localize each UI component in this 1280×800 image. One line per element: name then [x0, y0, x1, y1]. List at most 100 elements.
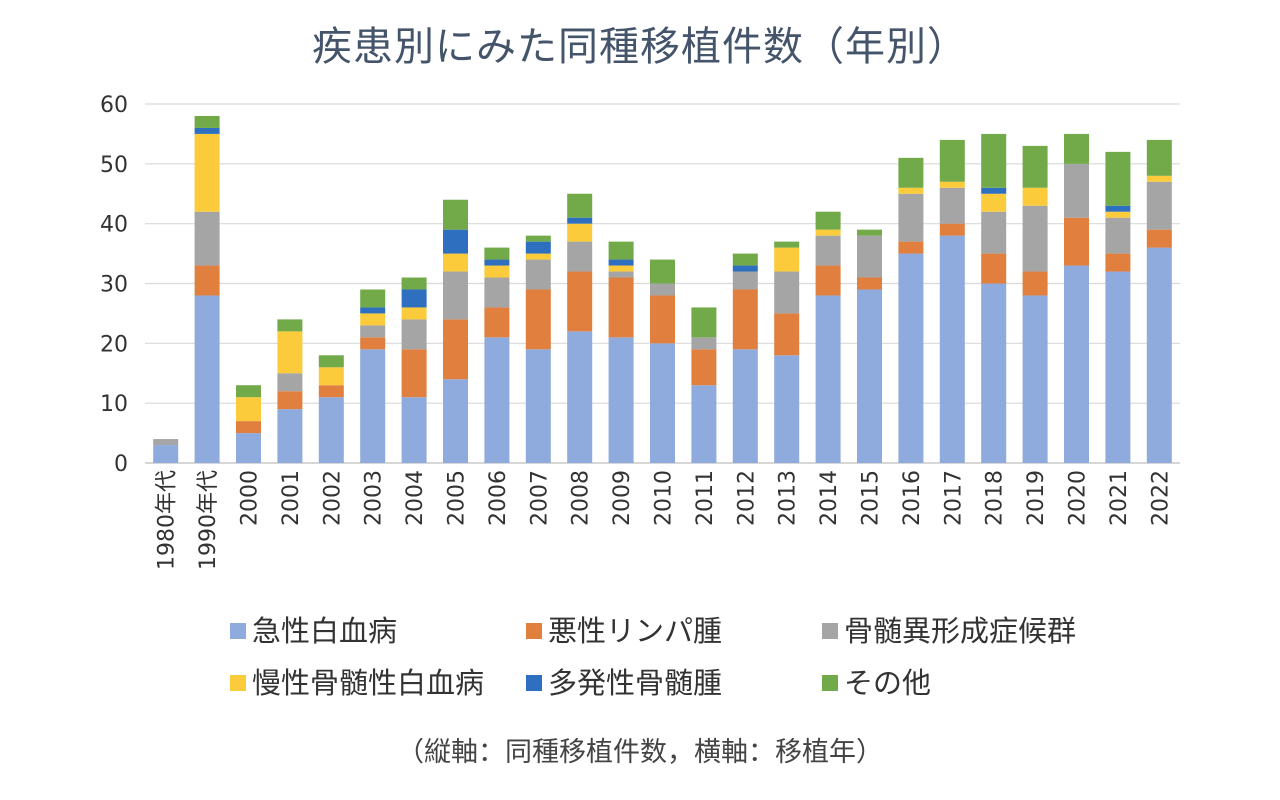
bar-segment [236, 421, 261, 434]
bar-segment [360, 313, 386, 326]
bar-segment [567, 223, 593, 242]
bar-segment [981, 133, 1007, 188]
legend-label: 悪性リンパ腫 [548, 614, 722, 648]
x-tick-label: 2006 [486, 470, 511, 526]
x-tick-label: 2010 [652, 470, 677, 526]
x-tick-label: 2019 [1024, 470, 1049, 526]
bar-segment [1105, 271, 1131, 463]
bar-segment [443, 271, 468, 320]
bar-segment [650, 283, 675, 296]
bar-segment [857, 235, 882, 278]
bar-segment [443, 379, 468, 463]
bar-segment [401, 349, 427, 398]
bar-segment [774, 247, 800, 272]
bar-segment [1022, 145, 1048, 188]
bar-segment [1146, 247, 1172, 463]
bar-segment [1064, 163, 1089, 218]
bar-segment [981, 211, 1007, 254]
legend-swatch [230, 623, 246, 639]
legend-label: 多発性骨髄腫 [548, 666, 722, 700]
legend-swatch [230, 675, 246, 691]
bar-segment [608, 259, 634, 266]
bar-segment [857, 229, 882, 236]
legend-swatch [822, 623, 838, 639]
bar-segment [1022, 271, 1048, 296]
x-tick-label: 2017 [941, 470, 966, 526]
bar-segment [1105, 217, 1131, 254]
bar-segment [401, 277, 427, 290]
chart-caption: （縦軸：同種移植件数，横軸：移植年） [397, 737, 883, 768]
bar-segment [650, 295, 675, 344]
bar-segment [1146, 181, 1172, 230]
bar-segment [484, 265, 510, 278]
bars [153, 115, 1172, 463]
bar-segment [1105, 253, 1131, 272]
bar-segment [732, 289, 758, 350]
bar-segment [898, 187, 924, 194]
bar-segment [608, 337, 634, 463]
bar-segment [815, 295, 841, 463]
y-tick-label: 30 [100, 273, 128, 298]
bar-segment [774, 313, 800, 356]
bar-segment [567, 193, 593, 218]
bar-segment [898, 157, 924, 188]
bar-segment [360, 337, 386, 350]
bar-segment [691, 307, 717, 338]
bar-segment [857, 289, 882, 463]
bar-segment [401, 319, 427, 350]
bar-segment [484, 307, 510, 338]
bar-segment [774, 355, 800, 463]
bar-segment [1146, 229, 1172, 248]
bar-segment [277, 391, 303, 410]
bar-segment [484, 277, 510, 308]
bar-segment [1105, 205, 1131, 212]
y-tick-label: 50 [100, 153, 128, 178]
x-tick-label: 2008 [569, 470, 594, 526]
y-tick-label: 40 [100, 213, 128, 238]
bar-segment [525, 349, 551, 463]
bar-segment [815, 265, 841, 296]
bar-segment [898, 253, 924, 463]
bar-segment [277, 331, 303, 374]
bar-segment [608, 277, 634, 338]
bar-segment [732, 271, 758, 290]
legend-label: 骨髄異形成症候群 [844, 614, 1076, 648]
bar-segment [981, 283, 1007, 463]
x-tick-label: 2007 [527, 470, 552, 526]
bar-segment [194, 295, 220, 463]
bar-segment [401, 289, 427, 308]
legend-swatch [526, 623, 542, 639]
bar-segment [318, 367, 344, 386]
bar-segment [194, 127, 220, 134]
bar-segment [691, 385, 717, 463]
bar-segment [774, 271, 800, 314]
bar-segment [236, 433, 261, 463]
bar-segment [443, 253, 468, 272]
bar-segment [194, 133, 220, 212]
bar-segment [567, 241, 593, 272]
bar-segment [898, 241, 924, 254]
bar-segment [567, 331, 593, 463]
bar-segment [318, 355, 344, 368]
bar-segment [236, 385, 261, 398]
bar-segment [153, 445, 179, 463]
bar-segment [360, 289, 386, 308]
legend-swatch [822, 675, 838, 691]
bar-segment [484, 337, 510, 463]
bar-segment [277, 409, 303, 463]
bar-segment [525, 259, 551, 290]
bar-segment [525, 235, 551, 242]
bar-segment [318, 385, 344, 398]
x-tick-label: 2022 [1148, 470, 1173, 526]
bar-segment [525, 289, 551, 350]
legend-swatch [526, 675, 542, 691]
bar-segment [939, 187, 965, 224]
bar-segment [153, 439, 179, 446]
x-tick-label: 1990年代 [196, 470, 221, 570]
bar-segment [815, 235, 841, 266]
bar-segment [939, 139, 965, 182]
bar-segment [567, 217, 593, 224]
x-tick-label: 2018 [983, 470, 1008, 526]
bar-segment [857, 277, 882, 290]
